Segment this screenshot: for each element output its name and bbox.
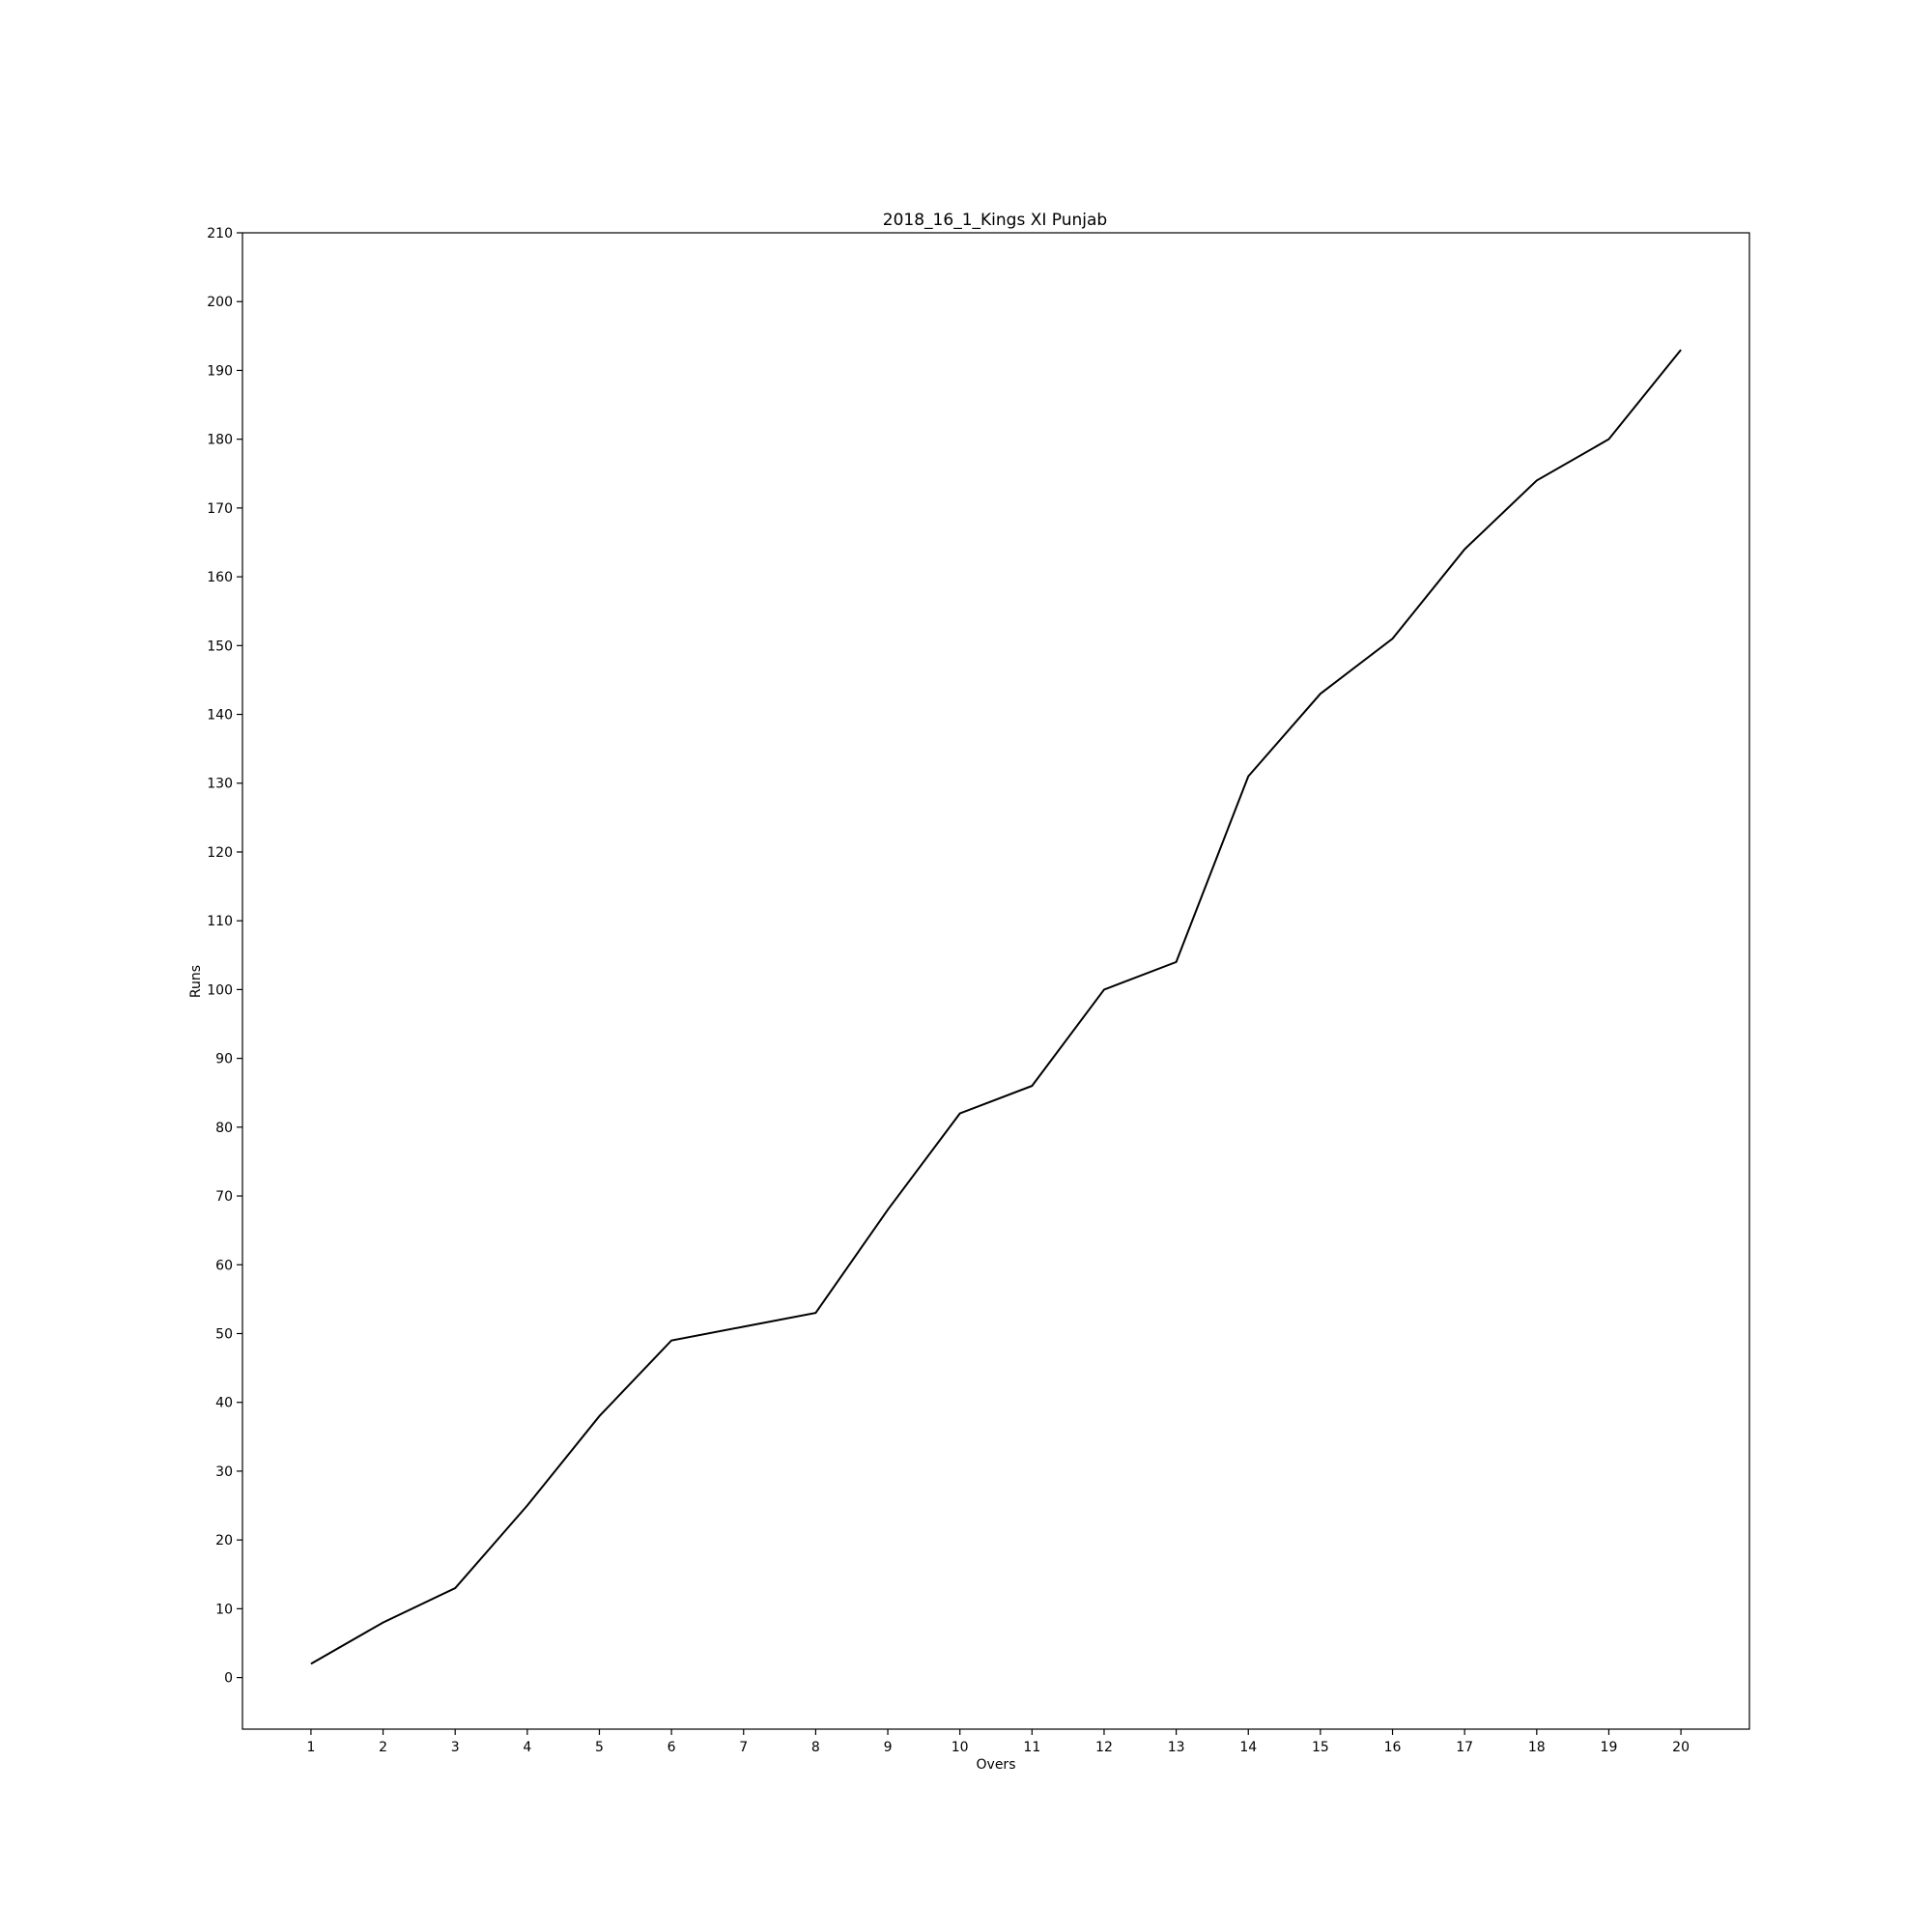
x-tick-label: 1 <box>306 1740 315 1755</box>
y-tick-label: 150 <box>207 639 233 654</box>
y-tick-label: 120 <box>207 845 233 861</box>
x-tick-label: 6 <box>668 1740 676 1755</box>
x-axis-title: Overs <box>977 1757 1016 1773</box>
x-tick-label: 17 <box>1456 1740 1473 1755</box>
x-tick-label: 16 <box>1384 1740 1402 1755</box>
x-tick-label: 9 <box>884 1740 893 1755</box>
x-tick-label: 13 <box>1168 1740 1185 1755</box>
y-tick-label: 170 <box>207 501 233 517</box>
y-axis-title: Runs <box>188 965 204 998</box>
x-tick-label: 14 <box>1239 1740 1257 1755</box>
y-tick-label: 100 <box>207 982 233 998</box>
y-tick-label: 0 <box>224 1671 233 1687</box>
x-tick-label: 4 <box>523 1740 531 1755</box>
x-tick-label: 7 <box>739 1740 748 1755</box>
y-tick-label: 200 <box>207 295 233 310</box>
plot-area-frame <box>242 232 1750 1730</box>
x-tick-label: 8 <box>811 1740 820 1755</box>
y-tick-label: 50 <box>215 1326 233 1342</box>
y-axis: 0 10 20 30 40 50 60 70 80 90 100 110 120 130 140 150 160… <box>207 226 242 1687</box>
y-tick-label: 60 <box>215 1258 233 1273</box>
y-tick-label: 160 <box>207 570 233 585</box>
x-axis: 1 2 3 4 5 6 7 8 9 10 11 12 13 14 15 16 17 18 19 20 <box>306 1729 1690 1755</box>
data-points <box>310 350 1682 1664</box>
y-tick-label: 130 <box>207 777 233 792</box>
x-tick-label: 15 <box>1312 1740 1329 1755</box>
x-tick-label: 5 <box>595 1740 604 1755</box>
y-tick-label: 30 <box>215 1464 233 1480</box>
y-tick-label: 40 <box>215 1396 233 1411</box>
x-tick-label: 18 <box>1528 1740 1546 1755</box>
y-tick-label: 10 <box>215 1602 233 1617</box>
chart-title: 2018_16_1_Kings XI Punjab <box>883 211 1107 230</box>
x-tick-label: 19 <box>1601 1740 1618 1755</box>
y-tick-label: 20 <box>215 1533 233 1548</box>
y-tick-label: 80 <box>215 1121 233 1136</box>
y-tick-label: 110 <box>207 914 233 929</box>
x-tick-label: 11 <box>1023 1740 1040 1755</box>
series-line-runs <box>310 349 1682 1665</box>
x-tick-label: 12 <box>1095 1740 1113 1755</box>
y-tick-label: 180 <box>207 433 233 448</box>
x-tick-label: 2 <box>379 1740 387 1755</box>
x-tick-label: 3 <box>451 1740 460 1755</box>
x-tick-label: 20 <box>1672 1740 1690 1755</box>
y-tick-label: 140 <box>207 708 233 724</box>
y-tick-label: 210 <box>207 226 233 242</box>
y-tick-label: 190 <box>207 363 233 379</box>
y-tick-label: 90 <box>215 1052 233 1067</box>
y-tick-label: 70 <box>215 1189 233 1205</box>
x-tick-label: 10 <box>952 1740 969 1755</box>
